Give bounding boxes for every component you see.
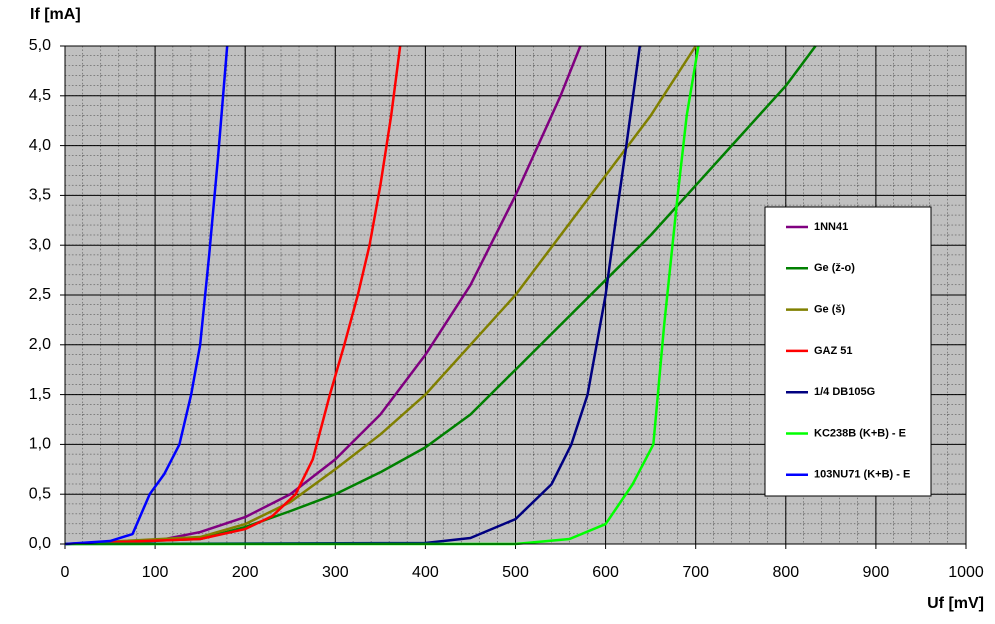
series-line	[64, 45, 582, 546]
x-tick-label: 600	[592, 564, 619, 581]
x-tick-label: 0	[61, 564, 70, 581]
series-line	[64, 45, 642, 546]
y-axis-title: If [mA]	[30, 6, 81, 23]
y-tick-label: 3,0	[29, 236, 51, 253]
x-tick-label: 900	[863, 564, 890, 581]
y-tick-label: 4,0	[29, 137, 51, 154]
legend-label: Ge (ž-o)	[814, 262, 855, 274]
y-tick-label: 5,0	[29, 37, 51, 54]
y-tick-label: 2,0	[29, 336, 51, 353]
legend-label: 1/4 DB105G	[814, 386, 875, 398]
x-axis-title: Uf [mV]	[927, 595, 984, 612]
x-tick-label: 100	[142, 564, 169, 581]
series-line	[64, 45, 697, 546]
y-tick-label: 0,5	[29, 485, 51, 502]
y-tick-label: 1,5	[29, 386, 51, 403]
series-line	[65, 45, 700, 546]
legend-label: 1NN41	[814, 221, 848, 233]
x-tick-label: 1000	[948, 564, 984, 581]
x-tick-label: 300	[322, 564, 349, 581]
series-line	[64, 45, 402, 546]
series-line	[64, 45, 229, 546]
legend-label: GAZ 51	[814, 345, 853, 357]
x-tick-label: 800	[772, 564, 799, 581]
y-tick-label: 3,5	[29, 187, 51, 204]
x-tick-label: 200	[232, 564, 259, 581]
x-tick-label: 700	[682, 564, 709, 581]
y-tick-label: 4,5	[29, 87, 51, 104]
x-tick-label: 500	[502, 564, 529, 581]
x-tick-label: 400	[412, 564, 439, 581]
plot-border	[64, 45, 967, 545]
legend-label: KC238B (K+B) - E	[814, 427, 906, 439]
y-tick-label: 1,0	[29, 436, 51, 453]
legend-label: Ge (š)	[814, 304, 846, 316]
y-tick-label: 0,0	[29, 535, 51, 552]
legend-label: 103NU71 (K+B) - E	[814, 469, 910, 481]
y-tick-label: 2,5	[29, 286, 51, 303]
